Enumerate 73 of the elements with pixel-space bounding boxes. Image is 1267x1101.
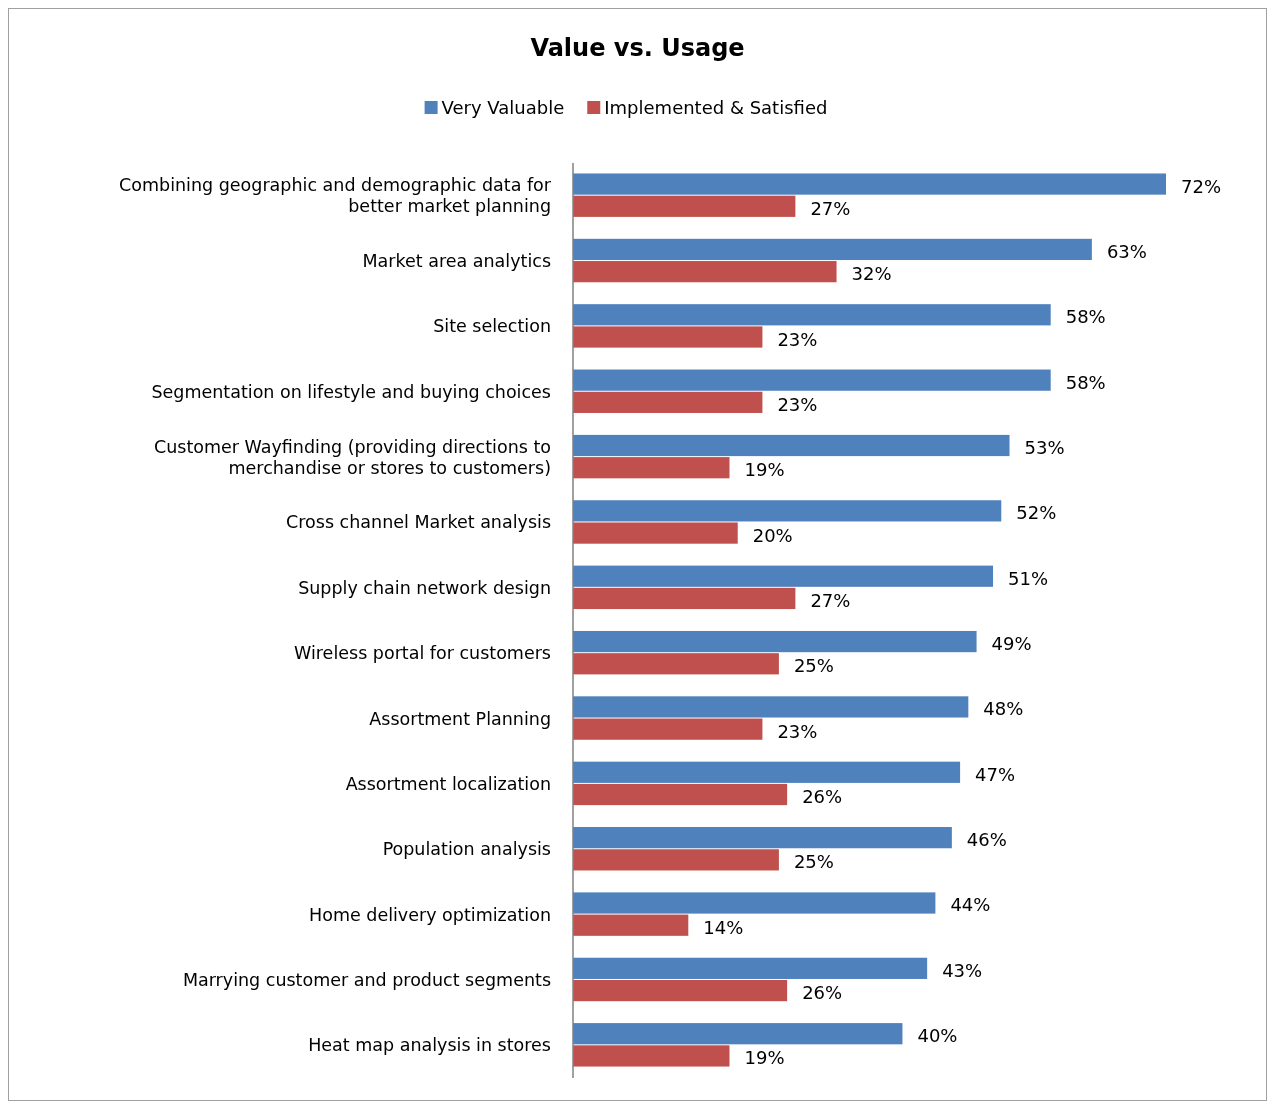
bar — [573, 653, 779, 675]
data-label: 23% — [777, 393, 818, 415]
y-tick-label: Assortment Planning — [369, 708, 551, 729]
bar — [573, 761, 961, 783]
data-label: 27% — [810, 197, 851, 219]
data-label: 40% — [917, 1025, 958, 1047]
bar — [573, 1023, 903, 1045]
bar — [573, 914, 689, 936]
data-label: 58% — [1065, 371, 1106, 393]
data-label: 72% — [1181, 175, 1222, 197]
data-label: 27% — [810, 589, 851, 611]
bar — [573, 696, 969, 718]
bar — [573, 326, 763, 348]
bar — [573, 304, 1051, 326]
y-tick-label: Cross channel Market analysis — [286, 512, 551, 533]
legend-label: Implemented & Satisfied — [604, 97, 828, 118]
data-label: 25% — [793, 655, 834, 677]
bar — [573, 522, 738, 544]
bar — [573, 500, 1002, 522]
bar — [573, 892, 936, 914]
data-label: 20% — [752, 524, 793, 546]
data-label: 63% — [1106, 240, 1147, 262]
bar — [573, 783, 788, 806]
y-tick-label: Heat map analysis in stores — [308, 1035, 551, 1056]
data-label: 49% — [991, 633, 1032, 655]
data-label: 52% — [1016, 502, 1057, 524]
bar — [573, 238, 1092, 261]
bar — [573, 587, 796, 610]
data-label: 47% — [975, 763, 1016, 785]
y-tick-label: Assortment localization — [345, 773, 551, 794]
data-label: 26% — [802, 982, 843, 1004]
data-label: 46% — [966, 829, 1007, 851]
bar — [573, 195, 796, 217]
bar — [573, 1045, 730, 1067]
data-label: 32% — [851, 263, 892, 285]
y-tick-label: Segmentation on lifestyle and buying choices — [151, 381, 551, 402]
y-tick-label: Home delivery optimization — [309, 904, 551, 925]
data-label: 14% — [703, 916, 744, 938]
y-tick-label: Supply chain network design — [298, 577, 551, 598]
y-tick-label: Marrying customer and product segments — [182, 969, 551, 990]
bar — [573, 849, 779, 871]
bar — [573, 369, 1051, 391]
data-label: 44% — [950, 894, 991, 916]
bar — [573, 261, 837, 283]
data-label: 23% — [777, 720, 818, 742]
data-label: 48% — [983, 698, 1024, 720]
bar — [573, 565, 994, 587]
bar — [573, 827, 952, 849]
y-tick-label: Customer Wayfinding (providing directions to merchandise or stores to customers) — [153, 436, 551, 478]
bar — [573, 718, 763, 740]
y-tick-label: Wireless portal for customers — [294, 643, 551, 664]
data-label: 53% — [1024, 437, 1065, 458]
data-label: 58% — [1065, 306, 1106, 328]
data-label: 51% — [1008, 567, 1049, 589]
data-label: 43% — [942, 959, 983, 981]
y-tick-label: Market area analytics — [362, 251, 551, 272]
y-tick-label: Site selection — [433, 316, 551, 337]
y-tick-label: Population analysis — [382, 839, 551, 860]
legend-label: Very Valuable — [441, 97, 565, 118]
y-tick-label: Combining geographic and demographic data for better market planning — [119, 175, 552, 217]
bar — [573, 457, 730, 479]
bar — [573, 630, 977, 653]
data-label: 23% — [777, 328, 818, 350]
bar — [573, 391, 763, 413]
chart-title: Value vs. Usage — [530, 34, 745, 62]
bar — [573, 434, 1010, 457]
bar — [573, 979, 788, 1002]
bar — [573, 173, 1166, 195]
data-label: 25% — [793, 851, 834, 873]
data-label: 19% — [744, 459, 785, 481]
bar — [573, 957, 928, 979]
data-label: 19% — [744, 1047, 785, 1069]
data-label: 26% — [802, 786, 843, 807]
